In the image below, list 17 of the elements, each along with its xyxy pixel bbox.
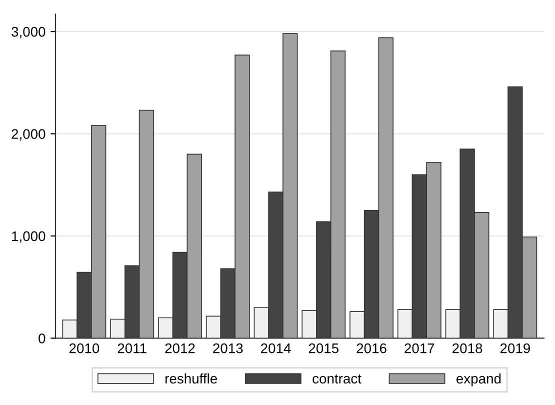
x-tick-label: 2016: [356, 343, 386, 354]
x-tick-label: 2017: [404, 343, 434, 354]
x-tick-label: 2013: [213, 343, 243, 354]
legend-label: contract: [312, 374, 362, 384]
legend-label: reshuffle: [166, 373, 218, 384]
y-tick-label: 3,000: [12, 26, 46, 38]
y-tick-label: 1,000: [12, 231, 46, 243]
x-tick-label: 2012: [165, 343, 195, 354]
x-tick-label: 2018: [452, 343, 482, 354]
x-tick-label: 2015: [308, 343, 339, 354]
y-tick-label: 2,000: [12, 129, 46, 141]
x-tick-label: 2010: [69, 343, 100, 354]
legend-label: expand: [456, 373, 501, 386]
x-tick-label: 2011: [118, 343, 146, 354]
x-tick-label: 2014: [261, 343, 291, 354]
y-tick-label: 0: [38, 334, 46, 344]
x-tick-label: 2019: [500, 343, 530, 354]
